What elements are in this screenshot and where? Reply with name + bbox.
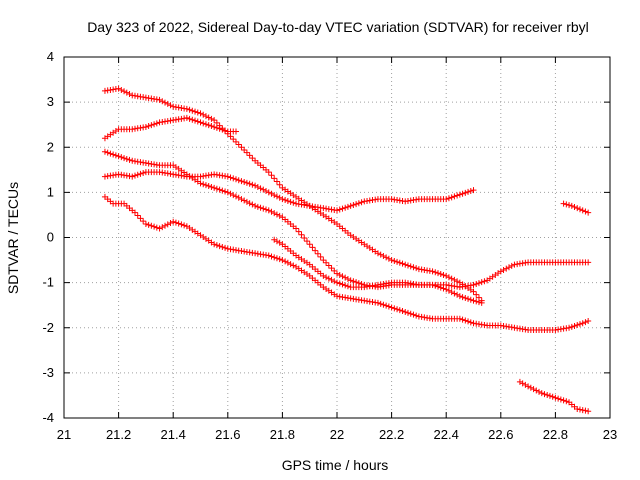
data-point-markers	[101, 114, 239, 142]
data-point-markers	[101, 169, 477, 214]
y-tick-label: 1	[47, 184, 54, 199]
x-tick-label: 23	[603, 427, 617, 442]
x-tick-label: 22.6	[488, 427, 513, 442]
y-tick-label: 0	[47, 230, 54, 245]
series-track-f	[271, 236, 485, 306]
x-tick-label: 21.2	[106, 427, 131, 442]
series-track-b	[101, 114, 239, 142]
x-tick-label: 22.4	[434, 427, 459, 442]
x-tick-label: 22.8	[543, 427, 568, 442]
y-tick-label: 4	[47, 49, 54, 64]
y-tick-label: -4	[42, 410, 54, 425]
x-tick-label: 21.4	[161, 427, 186, 442]
data-point-markers	[101, 148, 592, 291]
series-track-a	[101, 85, 485, 304]
x-tick-label: 21.8	[270, 427, 295, 442]
data-point-markers	[516, 378, 592, 415]
x-tick-label: 22	[330, 427, 344, 442]
series-track-d	[101, 169, 477, 214]
x-tick-label: 21	[57, 427, 71, 442]
x-tick-label: 22.2	[379, 427, 404, 442]
y-tick-label: -1	[42, 275, 54, 290]
x-axis-label: GPS time / hours	[282, 457, 389, 473]
data-point-markers	[560, 200, 592, 216]
y-tick-label: 2	[47, 139, 54, 154]
series-track-h	[560, 200, 592, 216]
y-tick-label: -2	[42, 320, 54, 335]
data-point-markers	[101, 193, 592, 334]
series-track-e	[101, 193, 592, 334]
y-tick-label: 3	[47, 94, 54, 109]
series-track-c	[101, 148, 592, 291]
x-tick-label: 21.6	[215, 427, 240, 442]
y-axis-label: SDTVAR / TECUs	[5, 182, 21, 294]
gridlines	[64, 57, 610, 418]
chart-title: Day 323 of 2022, Sidereal Day-to-day VTE…	[87, 19, 589, 35]
axis-ticks: 21 21.2 21.4 21.6 21.8 22 22.2 22.4 22.6 22.8 2343…	[42, 49, 617, 442]
series-track-g	[516, 378, 592, 415]
data-point-markers	[101, 85, 485, 304]
y-tick-label: -3	[42, 365, 54, 380]
data-points	[101, 85, 592, 415]
data-point-markers	[271, 236, 485, 306]
